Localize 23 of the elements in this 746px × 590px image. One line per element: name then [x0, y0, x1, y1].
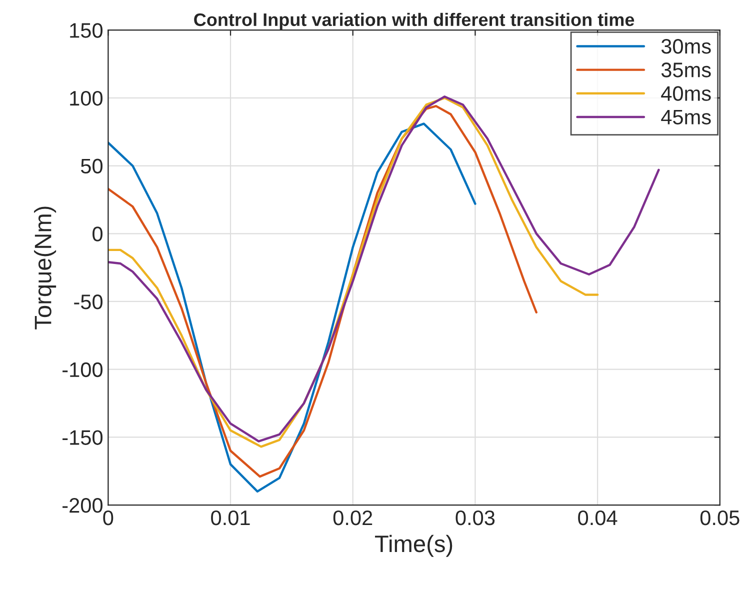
legend-label: 40ms — [661, 86, 711, 101]
x-tick-label: 0.02 — [333, 510, 372, 526]
y-tick-label: 150 — [70, 23, 102, 38]
y-tick-label: -50 — [74, 294, 102, 310]
x-tick-label: 0.05 — [700, 510, 740, 526]
legend-label: 35ms — [661, 62, 711, 78]
y-tick-label: 100 — [70, 90, 102, 106]
x-tick-label: 0.03 — [456, 510, 495, 526]
x-axis-title: Time(s) — [375, 534, 452, 557]
x-tick-label: 0.04 — [578, 510, 618, 526]
y-tick-label: 0 — [92, 226, 102, 242]
legend-label: 30ms — [661, 38, 711, 54]
y-tick-label: 50 — [80, 158, 102, 174]
y-axis-title: Torque(Nm) — [34, 206, 56, 330]
line-series — [108, 122, 476, 493]
x-tick-label: 0.01 — [211, 510, 250, 526]
y-tick-label: -100 — [62, 362, 102, 378]
line-series — [108, 104, 538, 478]
x-tick-label: 0 — [103, 510, 114, 526]
legend-label: 45ms — [661, 110, 711, 124]
y-tick-label: -200 — [62, 498, 102, 513]
y-tick-label: -150 — [62, 430, 102, 445]
chart-title: Control Input variation with different transition time — [194, 12, 634, 30]
